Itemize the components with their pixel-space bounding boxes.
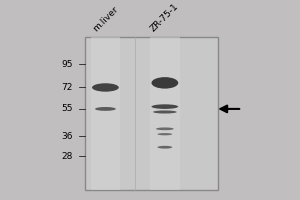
Bar [91,37,120,190]
Text: 55: 55 [61,104,73,113]
Ellipse shape [95,107,116,111]
Text: 28: 28 [61,152,73,161]
Ellipse shape [158,133,172,135]
Text: 95: 95 [61,60,73,69]
Ellipse shape [92,83,119,92]
Text: m.liver: m.liver [91,5,120,34]
Bar [150,37,180,190]
Ellipse shape [152,77,178,89]
Text: ZR-75-1: ZR-75-1 [149,2,181,34]
Ellipse shape [156,127,174,130]
Text: 72: 72 [61,83,73,92]
Ellipse shape [153,110,177,114]
Ellipse shape [152,104,178,109]
Ellipse shape [158,146,172,149]
Text: 36: 36 [61,132,73,141]
Bar [85,37,218,190]
